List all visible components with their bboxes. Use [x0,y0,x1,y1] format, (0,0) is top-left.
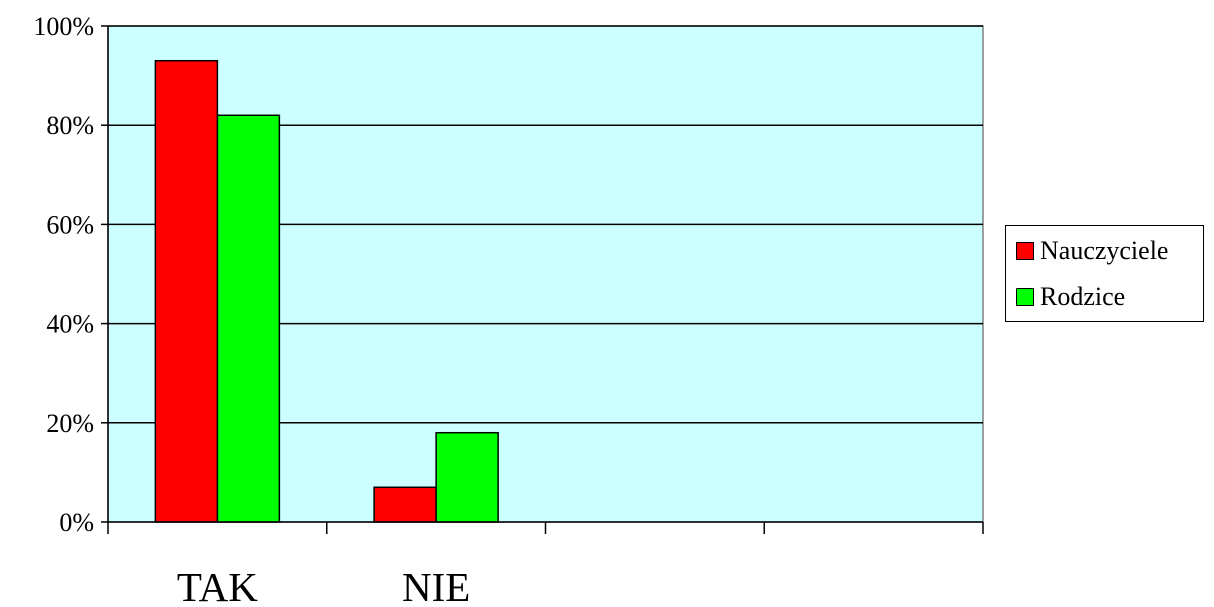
bar-rodzice-nie [435,431,499,523]
y-tick-label: 0% [59,508,94,537]
y-tick-label: 20% [46,409,94,438]
y-tick-label: 80% [46,111,94,140]
bar-nauczyciele-tak [154,59,219,523]
legend-label: Rodzice [1040,282,1126,311]
y-tick-labels: 0% 20% 40% 60% 80% 100% [33,12,94,537]
legend-label: Nauczyciele [1040,236,1169,265]
y-tick-label: 100% [33,12,94,41]
x-tick-label: TAK [177,564,258,607]
legend-swatch-rodzice [1016,288,1034,306]
bar-nauczyciele-nie [373,486,437,523]
legend-item-nauczyciele: Nauczyciele [1016,236,1168,266]
y-tick-label: 60% [46,210,94,239]
bars [154,59,499,523]
bar-rodzice-tak [216,114,281,523]
y-tick-label: 40% [46,310,94,339]
legend-swatch-nauczyciele [1016,242,1034,260]
legend-item-rodzice: Rodzice [1016,282,1125,312]
x-tick-labels: TAK NIE [177,564,470,607]
legend: Nauczyciele Rodzice [1005,225,1204,322]
x-tick-label: NIE [402,564,470,607]
axes [101,25,984,534]
